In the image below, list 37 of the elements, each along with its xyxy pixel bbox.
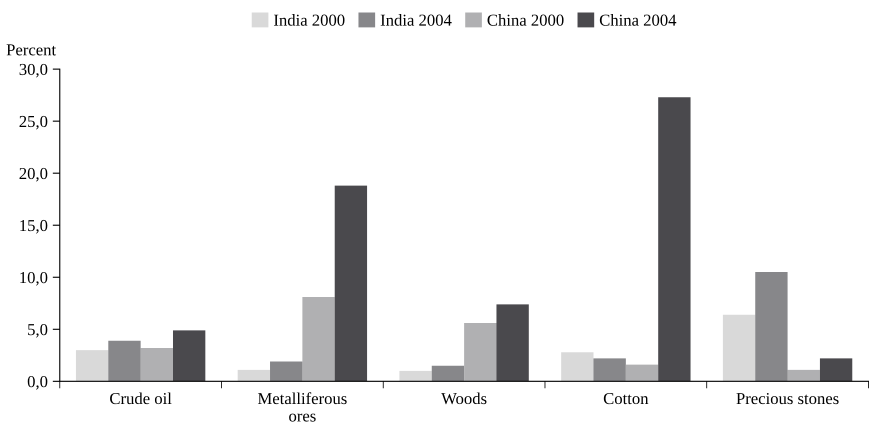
legend-label: China 2000 (488, 14, 564, 26)
bar (658, 97, 691, 382)
x-tick-label: Cotton (604, 392, 648, 404)
bar (270, 362, 302, 382)
y-tick-label: 30,0 (20, 64, 48, 78)
legend-label: India 2000 (274, 14, 344, 26)
y-tick-label: 5,0 (28, 324, 48, 338)
bar (464, 323, 496, 382)
y-axis-title: Percent (6, 44, 56, 56)
x-tick-label: Crude oil (110, 392, 172, 404)
bar (496, 304, 529, 382)
bar (820, 358, 852, 382)
y-tick-label: 25,0 (20, 116, 48, 130)
bar (399, 370, 432, 382)
bar (238, 370, 270, 382)
bar (108, 340, 141, 382)
y-tick-label: 20,0 (20, 168, 48, 182)
bar (561, 352, 594, 382)
x-tick-label: Precious stones (736, 392, 839, 404)
bar (626, 364, 658, 382)
bar (302, 297, 335, 382)
bar (432, 366, 464, 382)
bar (788, 370, 820, 382)
legend-label: India 2004 (380, 14, 452, 26)
bar (755, 272, 788, 382)
bar (76, 350, 108, 382)
legend-label: China 2004 (600, 14, 676, 26)
bar (172, 330, 206, 382)
x-tick-label: Metalliferous ores (258, 392, 347, 422)
y-tick-label: 10,0 (20, 272, 48, 286)
bar (722, 314, 756, 382)
bar (594, 358, 626, 382)
bar (140, 348, 173, 382)
y-tick-label: 15,0 (20, 220, 48, 234)
bar (334, 186, 368, 382)
x-tick-label: Woods (441, 392, 486, 404)
y-tick-label: 0,0 (28, 376, 48, 390)
